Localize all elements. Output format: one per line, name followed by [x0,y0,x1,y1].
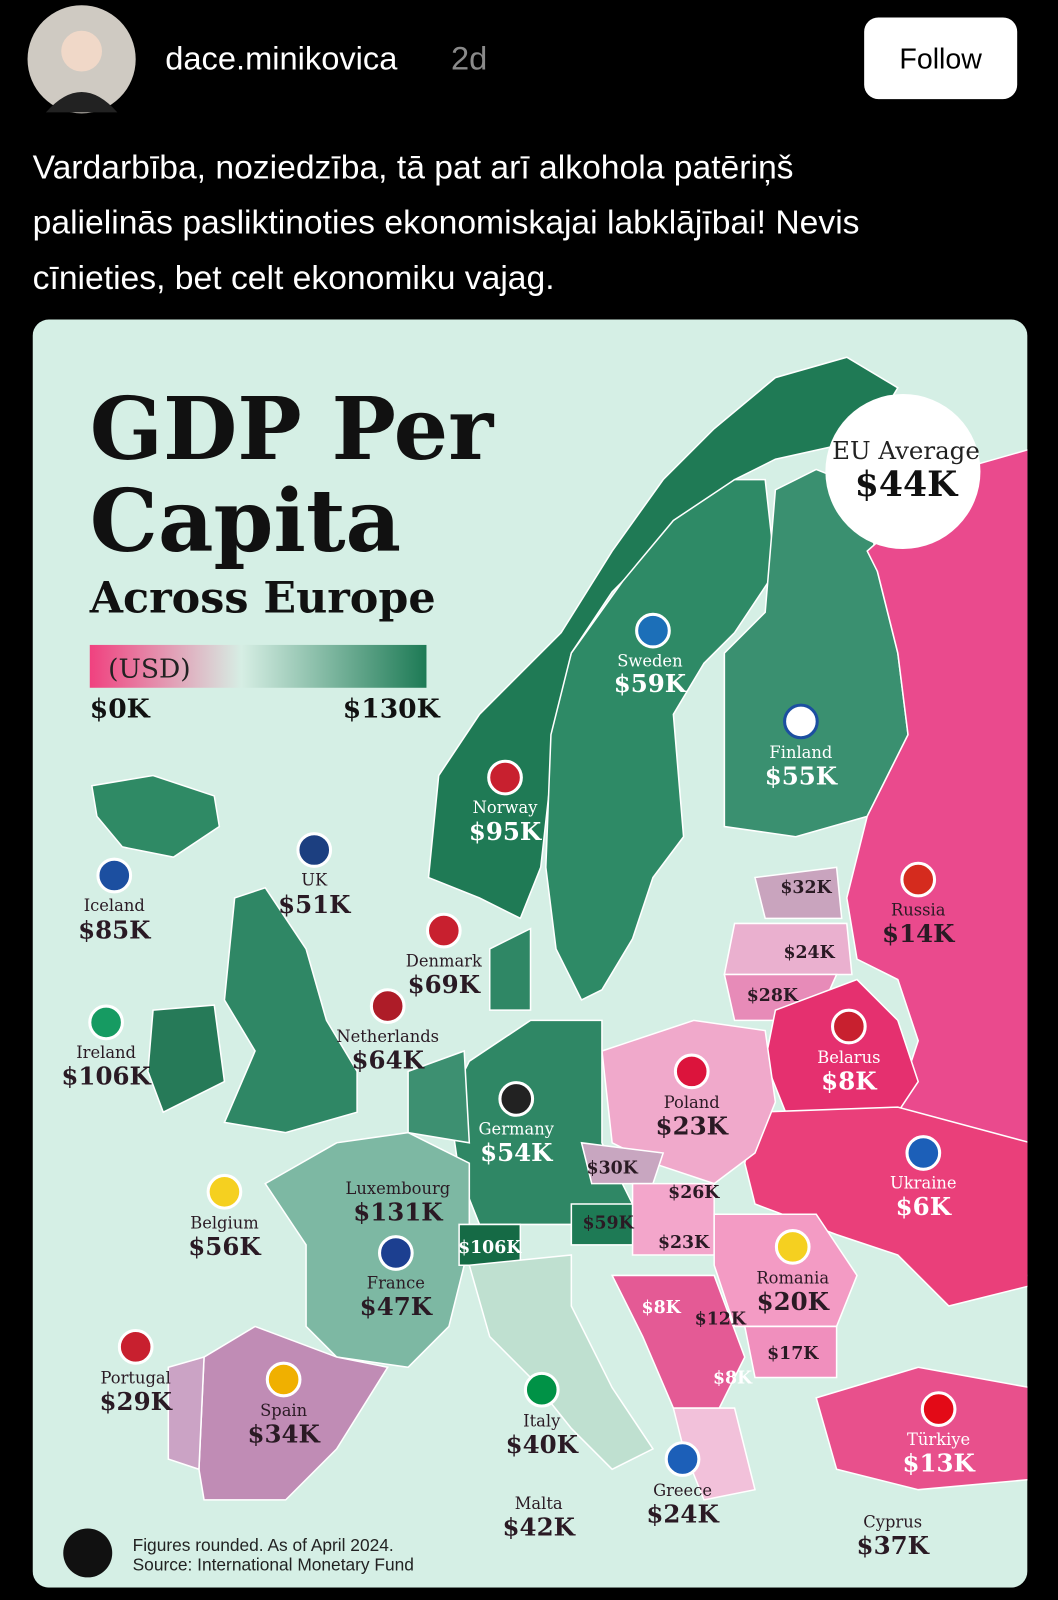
country-name: Cyprus [863,1512,922,1531]
legend-min: $0K [90,693,151,724]
country-name: Netherlands [336,1027,439,1046]
country-name: Greece [653,1481,712,1500]
map-title: Capita [90,472,401,572]
footnote: Figures rounded. As of April 2024. [133,1535,394,1555]
avatar-body [45,91,118,113]
region-value: $8K [642,1298,682,1318]
country-value: $59K [614,669,688,698]
country-name: Finland [769,743,832,762]
country-value: $55K [765,762,839,791]
country-name: Portugal [100,1369,170,1388]
region-value: $26K [668,1183,720,1203]
footnote: Source: International Monetary Fund [133,1554,414,1574]
follow-button[interactable] [864,17,1018,100]
legend-bar [89,644,427,688]
eu-average-badge [825,393,981,550]
region-value: $17K [767,1344,819,1364]
country-value: $37K [857,1531,931,1560]
country-name: Romania [756,1269,829,1288]
country-value: $131K [353,1197,444,1226]
country-name: Denmark [406,951,482,970]
eu-average-value: $44K [855,464,959,505]
country-value: $40K [506,1430,580,1459]
country-value: $13K [902,1448,976,1477]
country-value: $56K [188,1232,262,1261]
country-value: $42K [503,1513,577,1542]
country-name: Malta [515,1494,563,1513]
country-value: $64K [352,1045,426,1074]
country-value: $47K [360,1292,434,1321]
country-name: Iceland [84,896,145,915]
post-time: 2d [451,40,487,77]
region-value: $28K [747,986,799,1006]
country-value: $14K [882,919,956,948]
region-value: $12K [695,1309,747,1329]
country-value: $54K [480,1138,554,1167]
country-value: $85K [78,916,152,945]
regions [90,356,1028,1501]
avatar-face [61,30,103,72]
country-value: $23K [656,1112,730,1141]
country-name: Italy [523,1411,561,1430]
map-image[interactable]: GDP Per Capita Across Europe (USD) $0K $… [32,319,1031,1588]
country-value: $24K [646,1499,720,1528]
follow-label[interactable]: Follow [899,43,982,75]
post-text: cīnieties, bet celt ekonomiku vajag. [33,260,555,297]
country-name: Belarus [817,1048,880,1067]
country-name: UK [301,871,328,890]
eu-average-label: EU Average [832,436,980,465]
region-value: $32K [780,878,832,898]
country-name: Poland [664,1093,720,1112]
country-value: $106K [61,1062,152,1091]
post-text: palielinās pasliktinoties ekonomiskajai … [33,205,860,242]
country-name: Ukraine [890,1174,957,1193]
country-value: $95K [469,817,543,846]
region-value: $106K [458,1238,522,1258]
country-value: $29K [100,1387,174,1416]
country-value: $20K [757,1287,831,1316]
username[interactable]: dace.minikovica [165,40,398,77]
country-value: $6K [896,1192,953,1221]
country-name: Luxembourg [346,1179,451,1198]
legend-max: $130K [343,693,441,724]
flags [88,612,957,1477]
region-value: $8K [713,1369,753,1389]
country-value: $8K [821,1067,878,1096]
publisher-logo [63,1528,113,1578]
country-labels: Sweden $59K Finland $55K Norway $95K Ice… [61,651,976,1560]
country-name: Sweden [617,651,683,670]
country-name: Russia [891,900,946,919]
country-name: Norway [473,798,539,817]
country-name: Ireland [76,1043,136,1062]
country-name: Belgium [190,1214,259,1233]
map-title: GDP Per [90,380,495,480]
country-value: $69K [408,970,482,999]
region-value: $30K [587,1158,639,1178]
country-name: France [367,1274,425,1293]
legend-unit: (USD) [108,654,190,685]
country-name: Spain [260,1401,308,1420]
region-value: $24K [783,943,835,963]
country-name: Germany [479,1120,555,1139]
post-text: Vardarbība, noziedzība, tā pat arī alkoh… [33,150,794,187]
map-subtitle: Across Europe [89,573,436,623]
region-value: $23K [658,1233,710,1253]
country-name: Türkiye [907,1430,970,1449]
country-value: $51K [278,890,352,919]
unnamed-labels: $32K $24K $28K $30K $26K $59K $106K $23K… [458,878,836,1389]
country-value: $34K [247,1420,321,1449]
region-value: $59K [582,1214,634,1234]
